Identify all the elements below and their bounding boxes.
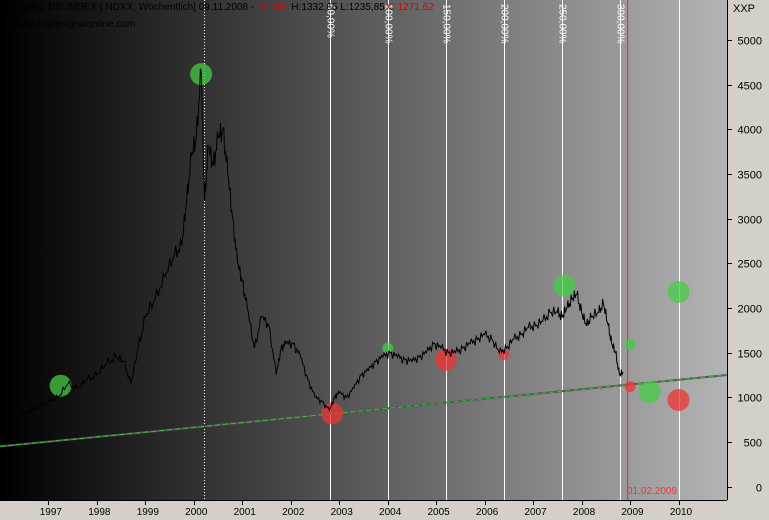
chart-header: NASDAQ 100 INDEX [.NDXX, Wöchentlich] 09… (2, 2, 434, 14)
x-tick-label: 2010 (670, 507, 693, 518)
cycle-label: 250,00% (557, 4, 568, 44)
website-label: www.tradesignalonline.com (14, 19, 136, 30)
green-signal-marker (553, 274, 576, 297)
x-tick-label: 2008 (573, 507, 596, 518)
red-signal-marker (667, 389, 690, 411)
x-tick-label: 2005 (427, 507, 450, 518)
x-tick-label: 2004 (379, 507, 402, 518)
x-tick-label: 2003 (331, 507, 354, 518)
header-title: NASDAQ 100 INDEX [.NDXX, Wöchentlich] 09… (2, 2, 255, 13)
cycle-label: 50,00% (325, 4, 336, 38)
cycle-label: 300,00% (615, 4, 626, 44)
header-high: H:1332,65 (291, 2, 338, 13)
x-tick-label: 2002 (282, 507, 305, 518)
marker-date-label: 01.02.2009 (627, 486, 678, 497)
cycle-label: 200,00% (499, 4, 510, 44)
y-tick-label: 1000 (738, 393, 762, 405)
y-tick-label: 3500 (738, 170, 762, 182)
y-tick-label: 1500 (738, 349, 762, 361)
y-tick-label: 3000 (738, 215, 762, 227)
y-axis-panel (727, 0, 769, 500)
y-tick-label: 2500 (738, 259, 762, 271)
x-tick-label: 1999 (137, 507, 160, 518)
green-signal-marker (624, 339, 636, 351)
header-low: L:1235,85 (340, 2, 385, 13)
y-tick-label: 4500 (738, 81, 762, 93)
x-axis-panel (0, 500, 769, 520)
x-tick-label: 2001 (234, 507, 257, 518)
x-tick-label: 2000 (185, 507, 208, 518)
red-signal-marker (624, 381, 636, 393)
cycle-label: 100,00% (383, 4, 394, 44)
green-signal-marker (49, 374, 72, 397)
red-signal-marker (320, 402, 343, 425)
y-tick-label: 2000 (738, 304, 762, 316)
x-tick-label: 1998 (88, 507, 111, 518)
y-tick-label: 5000 (738, 36, 762, 48)
price-series-line (23, 68, 624, 416)
green-signal-marker (667, 280, 690, 303)
plot-background (0, 0, 727, 500)
header-close: C:1271,62 (387, 2, 434, 13)
cycle-label: 150,00% (441, 4, 452, 44)
x-tick-label: 2009 (621, 507, 644, 518)
green-signal-marker (638, 380, 661, 403)
y-tick-label: 4000 (738, 125, 762, 137)
unit-label: XXP (733, 3, 756, 15)
green-signal-marker (382, 342, 394, 354)
x-tick-label: 2007 (524, 507, 547, 518)
y-tick-label: 500 (744, 438, 762, 450)
y-tick-label: 0 (756, 483, 762, 495)
header-change: -3,04% (256, 2, 289, 13)
trend-line (0, 374, 728, 447)
x-tick-label: 2006 (476, 507, 499, 518)
x-tick-label: 1997 (40, 507, 63, 518)
